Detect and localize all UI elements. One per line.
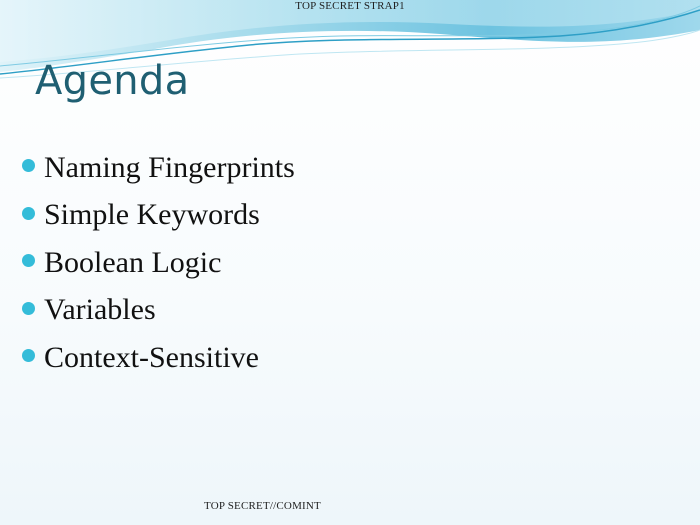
list-item: Boolean Logic [22,239,295,287]
classification-header: TOP SECRET STRAP1 [295,0,405,12]
list-item: Variables [22,287,295,335]
bullet-dot-icon [22,206,35,220]
bullet-dot-icon [22,301,35,315]
list-item: Context-Sensitive [22,334,295,382]
agenda-list: Naming Fingerprints Simple Keywords Bool… [22,144,295,382]
bullet-dot-icon [22,349,35,363]
list-item: Simple Keywords [22,192,295,240]
list-item-label: Variables [44,293,156,327]
header-wave-decoration [0,0,700,79]
classification-footer: TOP SECRET//COMINT [204,500,321,512]
list-item-label: Boolean Logic [44,245,222,279]
bullet-dot-icon [22,254,35,268]
list-item-label: Context-Sensitive [44,340,259,374]
slide-title: Agenda [35,58,190,104]
list-item: Naming Fingerprints [22,144,295,192]
list-item-label: Simple Keywords [44,198,260,232]
bullet-dot-icon [22,159,35,173]
list-item-label: Naming Fingerprints [44,150,295,184]
